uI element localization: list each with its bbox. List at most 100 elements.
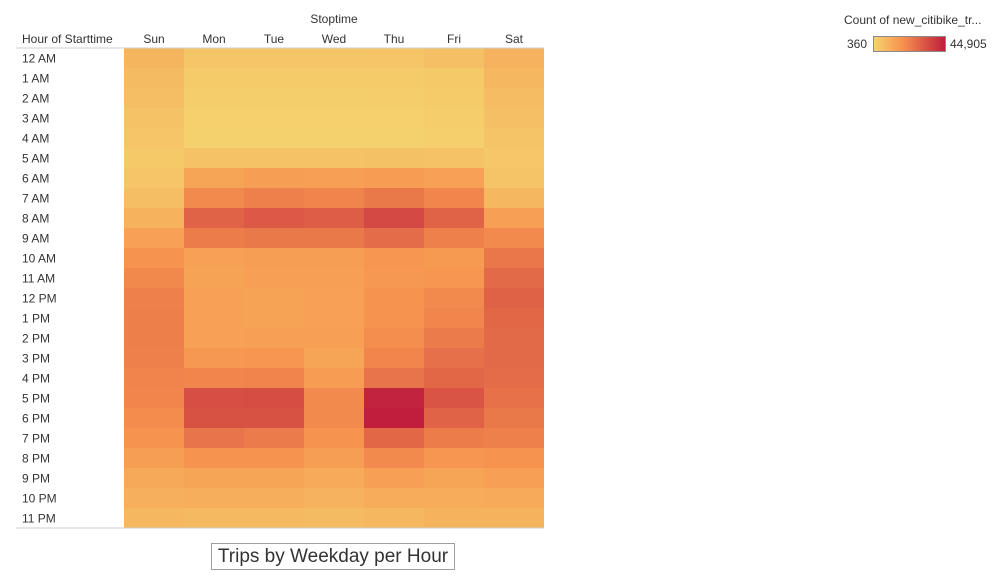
heatmap-cell[interactable] <box>124 148 184 168</box>
heatmap-cell[interactable] <box>364 48 424 68</box>
heatmap-cell[interactable] <box>484 408 544 428</box>
heatmap-cell[interactable] <box>304 288 364 308</box>
heatmap-cell[interactable] <box>124 368 184 388</box>
heatmap-cell[interactable] <box>184 228 244 248</box>
heatmap-cell[interactable] <box>304 348 364 368</box>
heatmap-cell[interactable] <box>304 248 364 268</box>
heatmap-cell[interactable] <box>184 488 244 508</box>
heatmap-cell[interactable] <box>424 128 484 148</box>
heatmap-cell[interactable] <box>424 288 484 308</box>
heatmap-cell[interactable] <box>424 468 484 488</box>
heatmap-cell[interactable] <box>364 448 424 468</box>
heatmap-cell[interactable] <box>364 488 424 508</box>
heatmap-cell[interactable] <box>364 188 424 208</box>
heatmap-cell[interactable] <box>124 48 184 68</box>
heatmap-cell[interactable] <box>304 188 364 208</box>
heatmap-cell[interactable] <box>484 208 544 228</box>
heatmap-cell[interactable] <box>484 328 544 348</box>
heatmap-cell[interactable] <box>484 88 544 108</box>
heatmap-cell[interactable] <box>364 468 424 488</box>
heatmap-cell[interactable] <box>244 128 304 148</box>
heatmap-cell[interactable] <box>304 48 364 68</box>
heatmap-cell[interactable] <box>244 68 304 88</box>
heatmap-cell[interactable] <box>304 448 364 468</box>
heatmap-cell[interactable] <box>304 488 364 508</box>
heatmap-cell[interactable] <box>304 268 364 288</box>
heatmap-cell[interactable] <box>364 128 424 148</box>
heatmap-cell[interactable] <box>244 348 304 368</box>
heatmap-cell[interactable] <box>184 208 244 228</box>
heatmap-cell[interactable] <box>484 268 544 288</box>
heatmap-cell[interactable] <box>484 248 544 268</box>
heatmap-cell[interactable] <box>244 168 304 188</box>
heatmap-cell[interactable] <box>124 308 184 328</box>
heatmap-cell[interactable] <box>484 308 544 328</box>
heatmap-cell[interactable] <box>244 428 304 448</box>
heatmap-cell[interactable] <box>364 208 424 228</box>
heatmap-cell[interactable] <box>424 228 484 248</box>
heatmap-cell[interactable] <box>244 368 304 388</box>
heatmap-cell[interactable] <box>484 388 544 408</box>
heatmap-cell[interactable] <box>184 388 244 408</box>
heatmap-cell[interactable] <box>304 308 364 328</box>
heatmap-cell[interactable] <box>484 128 544 148</box>
heatmap-cell[interactable] <box>244 148 304 168</box>
heatmap-cell[interactable] <box>124 188 184 208</box>
heatmap-cell[interactable] <box>184 148 244 168</box>
heatmap-cell[interactable] <box>124 348 184 368</box>
heatmap-cell[interactable] <box>424 448 484 468</box>
heatmap-cell[interactable] <box>244 268 304 288</box>
heatmap-cell[interactable] <box>184 328 244 348</box>
heatmap-cell[interactable] <box>424 328 484 348</box>
heatmap-cell[interactable] <box>124 248 184 268</box>
heatmap-cell[interactable] <box>364 168 424 188</box>
heatmap-cell[interactable] <box>364 408 424 428</box>
heatmap-cell[interactable] <box>484 288 544 308</box>
heatmap-cell[interactable] <box>484 368 544 388</box>
heatmap-cell[interactable] <box>424 188 484 208</box>
heatmap-cell[interactable] <box>304 508 364 528</box>
heatmap-cell[interactable] <box>184 368 244 388</box>
heatmap-cell[interactable] <box>364 308 424 328</box>
heatmap-cell[interactable] <box>304 108 364 128</box>
heatmap-cell[interactable] <box>424 408 484 428</box>
heatmap-cell[interactable] <box>484 508 544 528</box>
heatmap-cell[interactable] <box>244 228 304 248</box>
heatmap-cell[interactable] <box>484 488 544 508</box>
heatmap-cell[interactable] <box>304 468 364 488</box>
heatmap-cell[interactable] <box>424 308 484 328</box>
heatmap-cell[interactable] <box>124 168 184 188</box>
heatmap-cell[interactable] <box>364 348 424 368</box>
heatmap-cell[interactable] <box>184 68 244 88</box>
heatmap-cell[interactable] <box>364 368 424 388</box>
heatmap-cell[interactable] <box>184 508 244 528</box>
heatmap-cell[interactable] <box>424 148 484 168</box>
heatmap-cell[interactable] <box>304 168 364 188</box>
heatmap-cell[interactable] <box>244 468 304 488</box>
heatmap-cell[interactable] <box>424 268 484 288</box>
heatmap-cell[interactable] <box>124 508 184 528</box>
heatmap-cell[interactable] <box>484 68 544 88</box>
heatmap-cell[interactable] <box>484 228 544 248</box>
heatmap-cell[interactable] <box>364 248 424 268</box>
heatmap-cell[interactable] <box>184 248 244 268</box>
heatmap-cell[interactable] <box>124 88 184 108</box>
heatmap-cell[interactable] <box>124 108 184 128</box>
heatmap-cell[interactable] <box>184 88 244 108</box>
heatmap-cell[interactable] <box>124 428 184 448</box>
heatmap-cell[interactable] <box>364 68 424 88</box>
heatmap-cell[interactable] <box>364 108 424 128</box>
heatmap-cell[interactable] <box>124 388 184 408</box>
heatmap-cell[interactable] <box>244 508 304 528</box>
heatmap-cell[interactable] <box>364 428 424 448</box>
heatmap-cell[interactable] <box>124 288 184 308</box>
heatmap-cell[interactable] <box>424 108 484 128</box>
heatmap-cell[interactable] <box>484 148 544 168</box>
heatmap-cell[interactable] <box>424 348 484 368</box>
heatmap-cell[interactable] <box>124 268 184 288</box>
heatmap-cell[interactable] <box>244 288 304 308</box>
heatmap-cell[interactable] <box>424 208 484 228</box>
heatmap-cell[interactable] <box>304 148 364 168</box>
heatmap-cell[interactable] <box>364 508 424 528</box>
heatmap-cell[interactable] <box>124 448 184 468</box>
